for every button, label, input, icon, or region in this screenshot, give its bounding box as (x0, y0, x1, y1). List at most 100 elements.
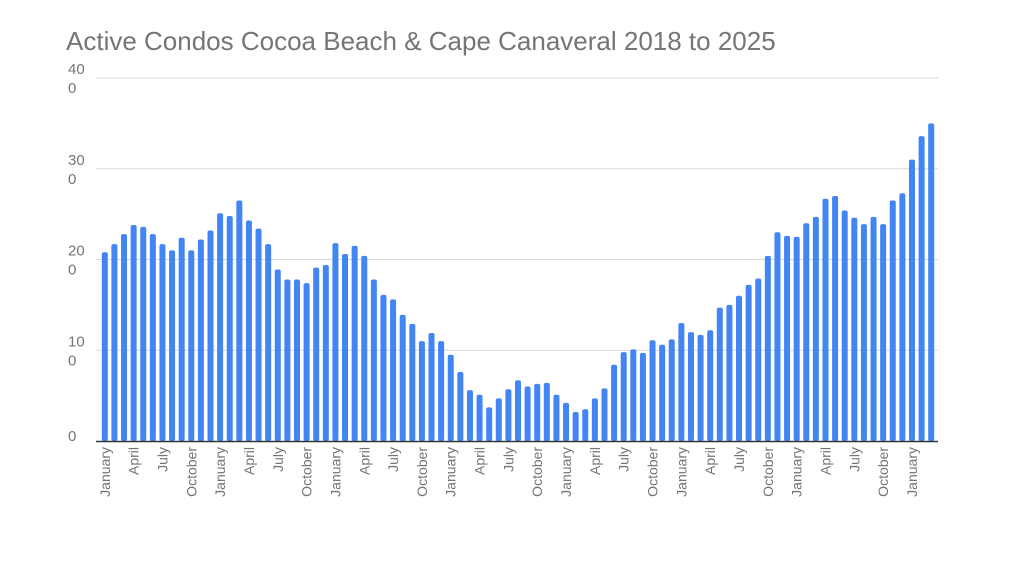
x-tick-label: April (587, 447, 603, 475)
bar (438, 341, 445, 441)
bar (399, 314, 406, 441)
bar (668, 339, 675, 441)
bar (236, 200, 243, 441)
bar (860, 224, 867, 441)
bar (870, 216, 877, 441)
x-tick-label: April (356, 447, 372, 475)
x-tick-label: January (443, 447, 459, 497)
bar (245, 220, 252, 441)
x-tick-label: January (327, 447, 343, 497)
bar (803, 223, 810, 441)
bar (390, 299, 397, 441)
bar (303, 283, 310, 441)
bar (418, 341, 425, 441)
chart-title: Active Condos Cocoa Beach & Cape Canaver… (66, 26, 776, 56)
bar (428, 333, 435, 441)
bar (822, 198, 829, 441)
bar (351, 245, 358, 441)
bar (178, 237, 185, 441)
bar (908, 159, 915, 442)
bar (197, 239, 204, 441)
bar (169, 250, 176, 441)
x-tick-label: January (558, 447, 574, 497)
bar (851, 217, 858, 441)
x-tick-label: January (904, 447, 920, 497)
bar (726, 304, 733, 441)
bar (880, 224, 887, 441)
x-tick-label: July (616, 447, 632, 472)
bar (342, 254, 349, 441)
bar (841, 210, 848, 441)
bar (918, 136, 925, 441)
x-tick-label: April (126, 447, 142, 475)
bar (639, 352, 646, 441)
x-tick-label: July (500, 447, 516, 472)
bar (591, 398, 598, 441)
bar (159, 244, 166, 441)
y-tick-label: 0 (68, 171, 76, 188)
bar (409, 323, 416, 441)
bar (466, 390, 473, 441)
bar (380, 294, 387, 441)
bar (457, 372, 464, 441)
bar (101, 252, 108, 441)
bar (149, 234, 156, 441)
bar (755, 278, 762, 441)
bar (313, 267, 320, 441)
bar (476, 394, 483, 441)
bar (764, 255, 771, 441)
x-tick-label: July (385, 447, 401, 472)
bar (678, 323, 685, 441)
bar (899, 193, 906, 441)
bar (687, 332, 694, 441)
bar (630, 349, 637, 441)
bar (659, 344, 666, 441)
bar (620, 352, 627, 441)
bar (812, 216, 819, 441)
x-tick-label: October (414, 447, 430, 497)
bar (495, 398, 502, 441)
y-tick-label: 30 (68, 152, 85, 169)
bar (611, 364, 618, 441)
x-tick-label: July (731, 447, 747, 472)
x-tick-label: October (645, 447, 661, 497)
bar (534, 383, 541, 441)
x-tick-label: October (760, 447, 776, 497)
y-tick-label: 10 (68, 333, 85, 350)
bar (793, 236, 800, 441)
bar (130, 225, 137, 441)
x-tick-label: July (154, 447, 170, 472)
y-tick-label: 0 (68, 262, 76, 279)
bar (486, 407, 493, 441)
bar (832, 195, 839, 441)
x-tick-label: January (97, 447, 113, 497)
bar (543, 382, 550, 441)
bar (217, 213, 224, 441)
bar (361, 255, 368, 441)
bar (274, 269, 281, 441)
bar (265, 244, 272, 441)
bar (928, 123, 935, 441)
bar (226, 215, 233, 441)
x-tick-label: October (299, 447, 315, 497)
x-tick-label: April (817, 447, 833, 475)
x-tick-label: October (183, 447, 199, 497)
x-tick-label: October (875, 447, 891, 497)
bar (284, 279, 291, 441)
bar (188, 250, 195, 441)
bar (505, 389, 512, 441)
y-tick-label: 20 (68, 243, 85, 260)
bar (515, 380, 521, 441)
x-tick-label: April (241, 447, 257, 475)
y-tick-label: 0 (68, 428, 76, 445)
bar (736, 295, 743, 441)
bar (707, 330, 714, 441)
bar (121, 234, 128, 441)
bar (524, 386, 531, 441)
bar (889, 200, 896, 441)
bar (332, 243, 339, 441)
bar (745, 284, 752, 441)
x-tick-label: January (212, 447, 228, 497)
x-tick-label: January (789, 447, 805, 497)
x-tick-label: July (270, 447, 286, 472)
